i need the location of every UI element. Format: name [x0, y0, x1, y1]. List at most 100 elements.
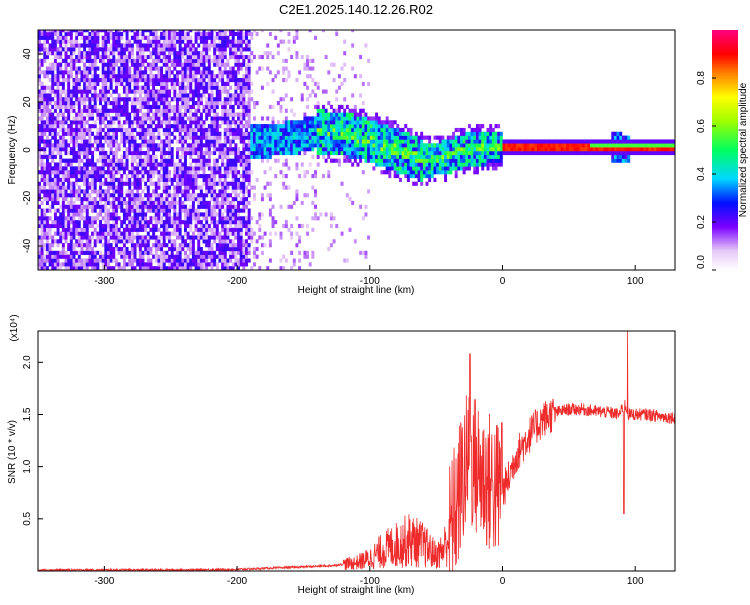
heatmap-cell — [223, 81, 227, 86]
heatmap-cell — [207, 262, 211, 267]
heatmap-cell — [83, 101, 87, 106]
heatmap-cell — [38, 185, 41, 190]
heatmap-cell — [215, 74, 219, 79]
heatmap-cell — [223, 250, 227, 255]
heatmap-cell — [361, 154, 365, 159]
heatmap-cell — [101, 154, 105, 159]
heatmap-cell — [205, 97, 209, 102]
heatmap-cell — [191, 120, 195, 125]
heatmap-cell — [144, 158, 148, 163]
heatmap-cell — [274, 220, 278, 225]
heatmap-cell — [96, 189, 100, 194]
heatmap-cell — [61, 181, 65, 186]
heatmap-cell — [202, 262, 206, 267]
heatmap-cell — [205, 162, 209, 167]
heatmap-cell — [306, 170, 310, 175]
heatmap-cell — [329, 127, 333, 133]
heatmap-cell — [165, 97, 169, 102]
heatmap-cell — [170, 254, 174, 259]
heatmap-cell — [186, 54, 190, 60]
heatmap-cell — [298, 124, 302, 129]
heatmap-cell — [242, 246, 246, 252]
heatmap-cell — [383, 170, 386, 175]
heatmap-cell — [255, 246, 259, 252]
heatmap-cell — [221, 78, 225, 83]
heatmap-cell — [178, 70, 182, 75]
heatmap-cell — [383, 162, 386, 167]
heatmap-cell — [229, 150, 233, 156]
heatmap-cell — [268, 239, 272, 244]
heatmap-cell — [122, 97, 126, 102]
heatmap-cell — [205, 135, 209, 140]
heatmap-cell — [48, 258, 52, 263]
heatmap-cell — [64, 162, 68, 167]
heatmap-cell — [234, 112, 238, 117]
heatmap-cell — [101, 162, 105, 167]
heatmap-cell — [242, 39, 246, 44]
heatmap-cell — [149, 78, 153, 83]
heatmap-cell — [308, 135, 312, 140]
heatmap-cell — [114, 104, 118, 110]
heatmap-cell — [183, 262, 187, 267]
heatmap-cell — [80, 30, 84, 33]
heatmap-cell — [186, 266, 190, 270]
heatmap-cell — [287, 166, 291, 171]
heatmap-cell — [83, 62, 87, 67]
heatmap-cell — [125, 189, 129, 194]
heatmap-cell — [125, 246, 129, 252]
heatmap-cell — [83, 223, 87, 229]
heatmap-cell — [130, 254, 134, 259]
heatmap-cell — [239, 246, 243, 252]
heatmap-cell — [99, 101, 102, 106]
heatmap-cell — [207, 74, 211, 79]
heatmap-cell — [250, 135, 254, 140]
heatmap-cell — [197, 97, 201, 102]
heatmap-cell — [189, 58, 193, 63]
heatmap-cell — [138, 246, 142, 252]
heatmap-cell — [183, 135, 187, 140]
heatmap-cell — [114, 112, 118, 117]
heatmap-cell — [202, 174, 206, 179]
heatmap-cell — [136, 170, 140, 175]
heatmap-cell — [245, 85, 248, 90]
heatmap-cell — [247, 66, 251, 71]
heatmap-cell — [303, 66, 307, 71]
heatmap-cell — [218, 258, 222, 263]
heatmap-cell — [85, 93, 89, 98]
heatmap-cell — [202, 127, 206, 133]
heatmap-cell — [69, 47, 73, 52]
heatmap-cell — [112, 39, 116, 44]
heatmap-cell — [130, 166, 134, 171]
heatmap-cell — [170, 220, 174, 225]
heatmap-cell — [56, 266, 60, 270]
heatmap-cell — [64, 189, 68, 194]
heatmap-cell — [93, 166, 97, 171]
heatmap-cell — [125, 54, 129, 60]
heatmap-cell — [120, 166, 124, 171]
heatmap-cell — [88, 112, 92, 117]
heatmap-cell — [122, 101, 126, 106]
heatmap-cell — [154, 89, 158, 94]
heatmap-cell — [59, 181, 63, 186]
heatmap-cell — [85, 66, 89, 71]
heatmap-cell — [237, 220, 241, 225]
heatmap-cell — [189, 212, 193, 217]
heatmap-cell — [120, 254, 124, 259]
heatmap-cell — [85, 35, 89, 40]
heatmap-cell — [43, 181, 47, 186]
heatmap-cell — [128, 254, 132, 259]
heatmap-cell — [160, 66, 164, 71]
heatmap-cell — [176, 262, 179, 267]
heatmap-cell — [391, 124, 394, 129]
heatmap-cell — [48, 51, 52, 56]
heatmap-cell — [120, 162, 124, 167]
heatmap-cell — [144, 78, 148, 83]
heatmap-cell — [221, 81, 225, 86]
heatmap-cell — [186, 174, 190, 179]
heatmap-cell — [223, 51, 227, 56]
heatmap-cell — [146, 93, 150, 98]
heatmap-cell — [226, 120, 230, 125]
heatmap-cell — [128, 81, 132, 86]
heatmap-cell — [168, 31, 171, 37]
heatmap-cell — [77, 208, 81, 213]
